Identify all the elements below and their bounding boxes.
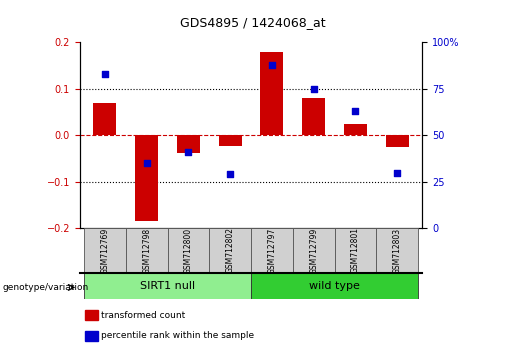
Text: GSM712800: GSM712800 xyxy=(184,227,193,274)
Point xyxy=(101,71,109,77)
Point xyxy=(226,172,234,177)
Text: percentile rank within the sample: percentile rank within the sample xyxy=(101,331,254,340)
Text: GDS4895 / 1424068_at: GDS4895 / 1424068_at xyxy=(180,16,325,29)
FancyBboxPatch shape xyxy=(251,273,418,299)
Text: GSM712802: GSM712802 xyxy=(226,228,235,273)
FancyBboxPatch shape xyxy=(209,228,251,273)
Bar xyxy=(261,52,283,136)
Bar xyxy=(85,331,98,341)
Bar xyxy=(302,98,325,136)
FancyBboxPatch shape xyxy=(167,228,209,273)
Bar xyxy=(386,136,409,147)
Bar xyxy=(135,136,158,221)
Text: GSM712797: GSM712797 xyxy=(267,227,277,274)
FancyBboxPatch shape xyxy=(84,228,126,273)
Text: SIRT1 null: SIRT1 null xyxy=(140,281,195,291)
Bar xyxy=(93,103,116,136)
Text: GSM712798: GSM712798 xyxy=(142,227,151,274)
Point xyxy=(268,62,276,68)
Bar xyxy=(219,136,242,145)
FancyBboxPatch shape xyxy=(84,273,251,299)
Text: genotype/variation: genotype/variation xyxy=(3,283,89,292)
FancyBboxPatch shape xyxy=(126,228,167,273)
Text: GSM712801: GSM712801 xyxy=(351,228,360,273)
Point xyxy=(393,170,401,176)
Point xyxy=(143,160,151,166)
Text: GSM712769: GSM712769 xyxy=(100,227,109,274)
Text: transformed count: transformed count xyxy=(101,310,186,320)
Text: GSM712799: GSM712799 xyxy=(309,227,318,274)
Text: GSM712803: GSM712803 xyxy=(393,227,402,274)
FancyBboxPatch shape xyxy=(251,228,293,273)
Bar xyxy=(85,310,98,320)
Bar xyxy=(177,136,200,153)
Text: wild type: wild type xyxy=(309,281,360,291)
Point xyxy=(310,86,318,92)
FancyBboxPatch shape xyxy=(293,228,335,273)
FancyBboxPatch shape xyxy=(376,228,418,273)
Bar xyxy=(344,124,367,136)
Point xyxy=(351,108,359,114)
Point xyxy=(184,149,193,155)
FancyBboxPatch shape xyxy=(335,228,376,273)
